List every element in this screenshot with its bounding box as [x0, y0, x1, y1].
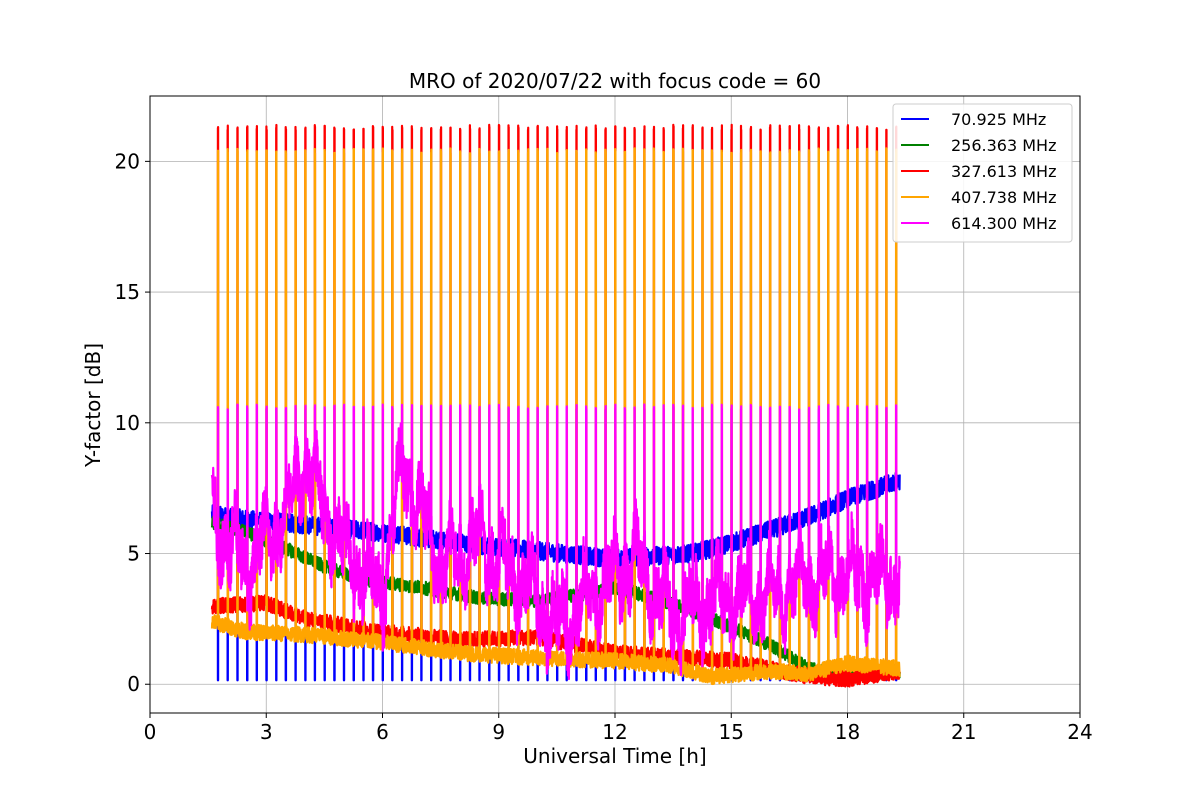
x-tick-label: 6 — [376, 720, 389, 744]
tick-layer: 0 3 6 9 12 15 18 21 24 0 5 10 15 20 — [115, 149, 1093, 744]
x-tick-label: 21 — [951, 720, 976, 744]
x-tick-label: 24 — [1067, 720, 1092, 744]
legend-label-3: 407.738 MHz — [951, 188, 1056, 207]
x-tick-label: 12 — [602, 720, 627, 744]
legend-label-1: 256.363 MHz — [951, 136, 1056, 155]
x-tick-label: 0 — [144, 720, 157, 744]
x-tick-label: 15 — [719, 720, 744, 744]
y-tick-label: 0 — [127, 672, 140, 696]
y-tick-label: 15 — [115, 280, 140, 304]
legend-label-4: 614.300 MHz — [951, 214, 1056, 233]
data-layer — [210, 123, 901, 688]
legend: 70.925 MHz 256.363 MHz 327.613 MHz 407.738 … — [892, 103, 1073, 243]
y-axis-label: Y-factor [dB] — [81, 343, 105, 468]
x-axis-label: Universal Time [h] — [523, 744, 706, 768]
legend-box — [892, 103, 1073, 243]
x-tick-label: 18 — [835, 720, 860, 744]
y-tick-label: 5 — [127, 542, 140, 566]
y-tick-label: 10 — [115, 411, 140, 435]
series-line-4 — [210, 403, 901, 681]
x-tick-label: 9 — [492, 720, 505, 744]
legend-label-2: 327.613 MHz — [951, 162, 1056, 181]
chart-title: MRO of 2020/07/22 with focus code = 60 — [409, 69, 821, 93]
series-line-3 — [210, 147, 901, 686]
legend-label-0: 70.925 MHz — [951, 110, 1046, 129]
y-tick-label: 20 — [115, 149, 140, 173]
x-tick-label: 3 — [260, 720, 273, 744]
